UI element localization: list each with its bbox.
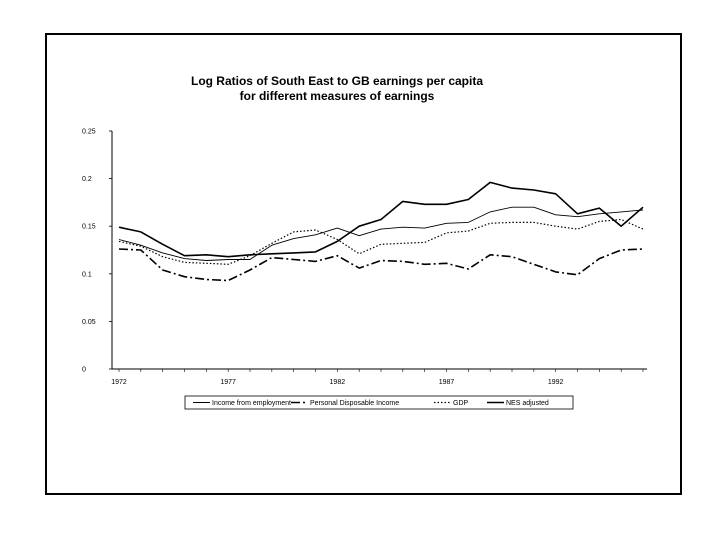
legend-label-2: GDP — [453, 400, 469, 407]
y-ticks: 0 0.05 0.1 0.15 0.2 0.25 — [82, 129, 112, 374]
legend-items: Income from employment Personal Disposabl… — [193, 400, 549, 407]
x-tick-label: 1982 — [330, 379, 346, 386]
x-tick-label: 1987 — [439, 379, 455, 386]
y-tick-label: 0.05 — [82, 319, 96, 326]
legend — [184, 395, 574, 410]
chart: Log Ratios of South East to GB earnings … — [82, 74, 647, 410]
chart-title-line-2: for different measures of earnings — [240, 89, 435, 103]
x-tick-label: 1972 — [111, 379, 127, 386]
x-tick-label: 1977 — [220, 379, 236, 386]
y-tick-label: 0.25 — [82, 129, 96, 136]
y-tick-label: 0.15 — [82, 224, 96, 231]
series-line-0 — [118, 206, 644, 261]
series-line-1 — [118, 248, 644, 282]
x-tick-label: 1992 — [548, 379, 564, 386]
series-lines — [118, 181, 644, 282]
y-tick-label: 0.2 — [82, 176, 92, 183]
x-ticks: 1972 1977 1982 1987 1992 — [111, 369, 644, 386]
legend-label-3: NES adjusted — [506, 400, 549, 407]
series-line-3 — [118, 181, 644, 258]
chart-frame: Log Ratios of South East to GB earnings … — [45, 33, 682, 495]
legend-label-0: Income from employment — [212, 400, 291, 407]
y-tick-label: 0 — [82, 367, 86, 374]
series-line-2 — [118, 218, 644, 265]
legend-label-1: Personal Disposable Income — [310, 400, 399, 407]
y-tick-label: 0.1 — [82, 271, 92, 278]
chart-title-line-1: Log Ratios of South East to GB earnings … — [191, 74, 483, 88]
